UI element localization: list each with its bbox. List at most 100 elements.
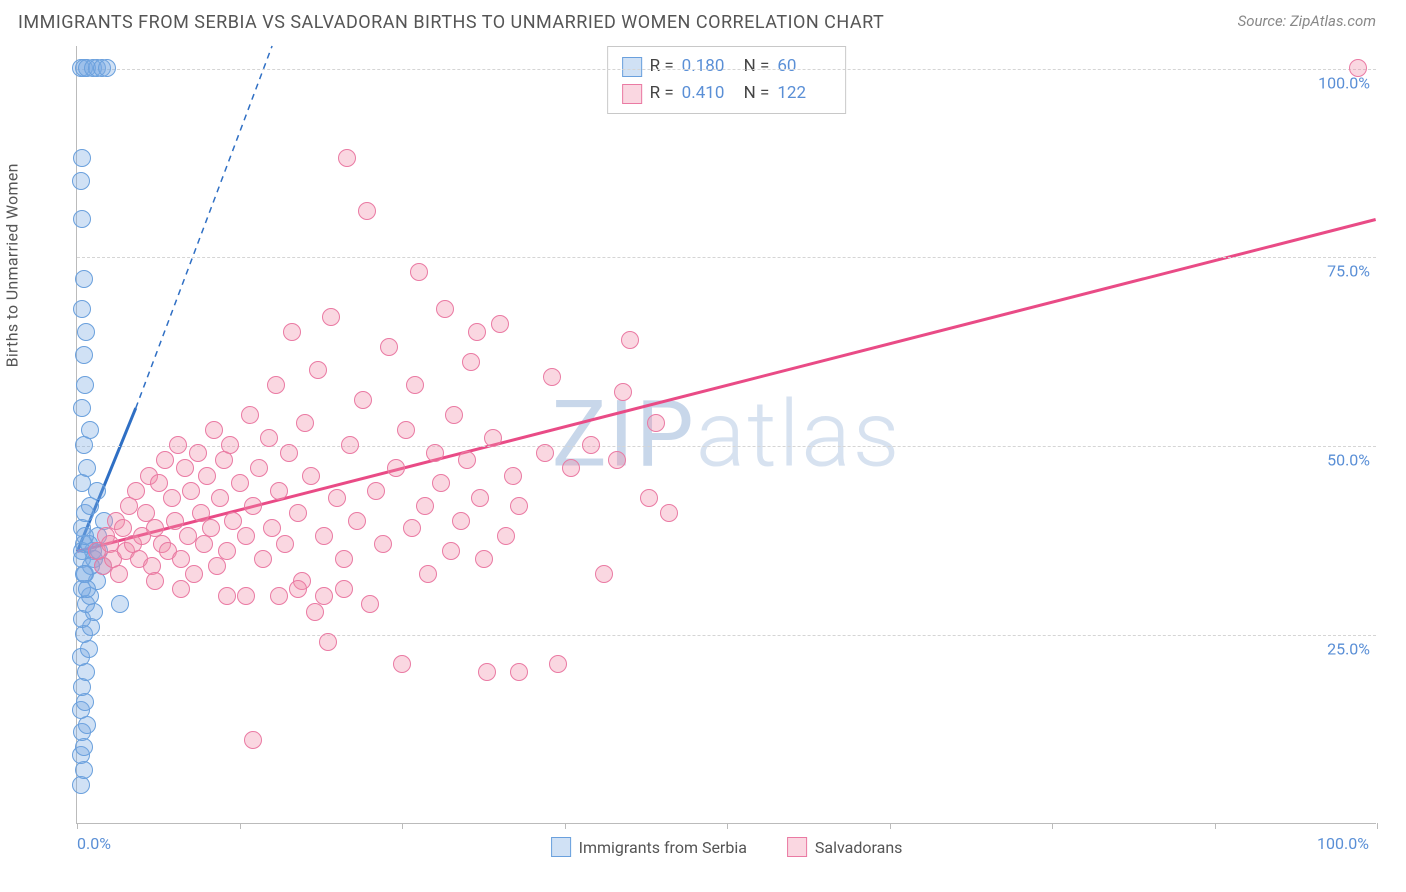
data-point-salvadorans	[244, 731, 262, 749]
x-tick-label: 0.0%	[77, 834, 111, 853]
x-tick	[240, 823, 241, 829]
x-tick	[1052, 823, 1053, 829]
data-point-salvadorans	[374, 535, 392, 553]
data-point-salvadorans	[543, 368, 561, 386]
data-point-salvadorans	[432, 474, 450, 492]
data-point-salvadorans	[176, 459, 194, 477]
legend-r-value: 0.410	[682, 80, 736, 107]
data-point-salvadorans	[380, 338, 398, 356]
data-point-salvadorans	[562, 459, 580, 477]
data-point-salvadorans	[189, 444, 207, 462]
data-point-salvadorans	[595, 565, 613, 583]
data-point-salvadorans	[231, 474, 249, 492]
y-tick-label: 75.0%	[1327, 262, 1370, 281]
data-point-salvadorans	[169, 436, 187, 454]
plot-area: ZIPatlas R = 0.180N = 60R = 0.410N = 122…	[76, 46, 1376, 824]
legend-label: Immigrants from Serbia	[579, 838, 747, 857]
data-point-salvadorans	[397, 421, 415, 439]
data-point-salvadorans	[237, 527, 255, 545]
data-point-salvadorans	[127, 482, 145, 500]
data-point-salvadorans	[445, 406, 463, 424]
data-point-serbia	[111, 595, 129, 613]
data-point-salvadorans	[179, 527, 197, 545]
data-point-salvadorans	[244, 497, 262, 515]
data-point-salvadorans	[536, 444, 554, 462]
x-tick	[402, 823, 403, 829]
source-attribution: Source: ZipAtlas.com	[1238, 12, 1376, 30]
data-point-serbia	[75, 346, 93, 364]
data-point-salvadorans	[270, 482, 288, 500]
data-point-salvadorans	[263, 519, 281, 537]
data-point-salvadorans	[640, 489, 658, 507]
x-tick-label: 100.0%	[1317, 834, 1369, 853]
data-point-salvadorans	[354, 391, 372, 409]
data-point-salvadorans	[471, 489, 489, 507]
data-point-salvadorans	[393, 655, 411, 673]
data-point-salvadorans	[335, 580, 353, 598]
data-point-serbia	[78, 580, 96, 598]
legend-item-serbia: Immigrants from Serbia	[551, 837, 747, 857]
data-point-serbia	[72, 172, 90, 190]
data-point-salvadorans	[504, 467, 522, 485]
data-point-salvadorans	[289, 504, 307, 522]
data-point-salvadorans	[419, 565, 437, 583]
gridline-h	[77, 257, 1376, 258]
data-point-salvadorans	[458, 451, 476, 469]
data-point-salvadorans	[387, 459, 405, 477]
data-point-salvadorans	[270, 587, 288, 605]
data-point-serbia	[76, 376, 94, 394]
data-point-serbia	[98, 59, 116, 77]
data-point-salvadorans	[322, 308, 340, 326]
legend-swatch	[622, 57, 642, 77]
data-point-salvadorans	[1349, 59, 1367, 77]
data-point-salvadorans	[442, 542, 460, 560]
data-point-salvadorans	[426, 444, 444, 462]
data-point-salvadorans	[315, 527, 333, 545]
data-point-salvadorans	[172, 550, 190, 568]
data-point-salvadorans	[468, 323, 486, 341]
source-label: Source:	[1238, 12, 1290, 30]
data-point-salvadorans	[478, 663, 496, 681]
data-point-salvadorans	[510, 497, 528, 515]
y-tick-label: 50.0%	[1327, 451, 1370, 470]
data-point-salvadorans	[302, 467, 320, 485]
data-point-salvadorans	[224, 512, 242, 530]
data-point-salvadorans	[202, 519, 220, 537]
data-point-serbia	[73, 399, 91, 417]
data-point-salvadorans	[296, 414, 314, 432]
data-point-salvadorans	[436, 300, 454, 318]
data-point-salvadorans	[218, 587, 236, 605]
data-point-salvadorans	[582, 436, 600, 454]
data-point-salvadorans	[254, 550, 272, 568]
legend-n-label: N =	[744, 53, 770, 80]
legend-n-label: N =	[744, 80, 770, 107]
data-point-salvadorans	[182, 482, 200, 500]
data-point-salvadorans	[146, 572, 164, 590]
gridline-h	[77, 69, 1376, 70]
data-point-salvadorans	[621, 331, 639, 349]
y-tick-label: 100.0%	[1318, 73, 1370, 92]
x-tick	[77, 823, 78, 829]
gridline-h	[77, 635, 1376, 636]
data-point-salvadorans	[267, 376, 285, 394]
data-point-salvadorans	[315, 587, 333, 605]
gridline-h	[77, 446, 1376, 447]
data-point-salvadorans	[211, 489, 229, 507]
data-point-salvadorans	[260, 429, 278, 447]
data-point-salvadorans	[358, 202, 376, 220]
legend-r-value: 0.180	[682, 53, 736, 80]
data-point-salvadorans	[647, 414, 665, 432]
y-tick-label: 25.0%	[1327, 640, 1370, 659]
data-point-salvadorans	[335, 550, 353, 568]
legend-n-value: 122	[777, 80, 831, 107]
data-point-salvadorans	[289, 580, 307, 598]
data-point-salvadorans	[367, 482, 385, 500]
data-point-salvadorans	[205, 421, 223, 439]
x-tick	[1377, 823, 1378, 829]
data-point-salvadorans	[416, 497, 434, 515]
data-point-salvadorans	[280, 444, 298, 462]
data-point-salvadorans	[309, 361, 327, 379]
data-point-salvadorans	[150, 474, 168, 492]
data-point-salvadorans	[410, 263, 428, 281]
data-point-serbia	[77, 323, 95, 341]
